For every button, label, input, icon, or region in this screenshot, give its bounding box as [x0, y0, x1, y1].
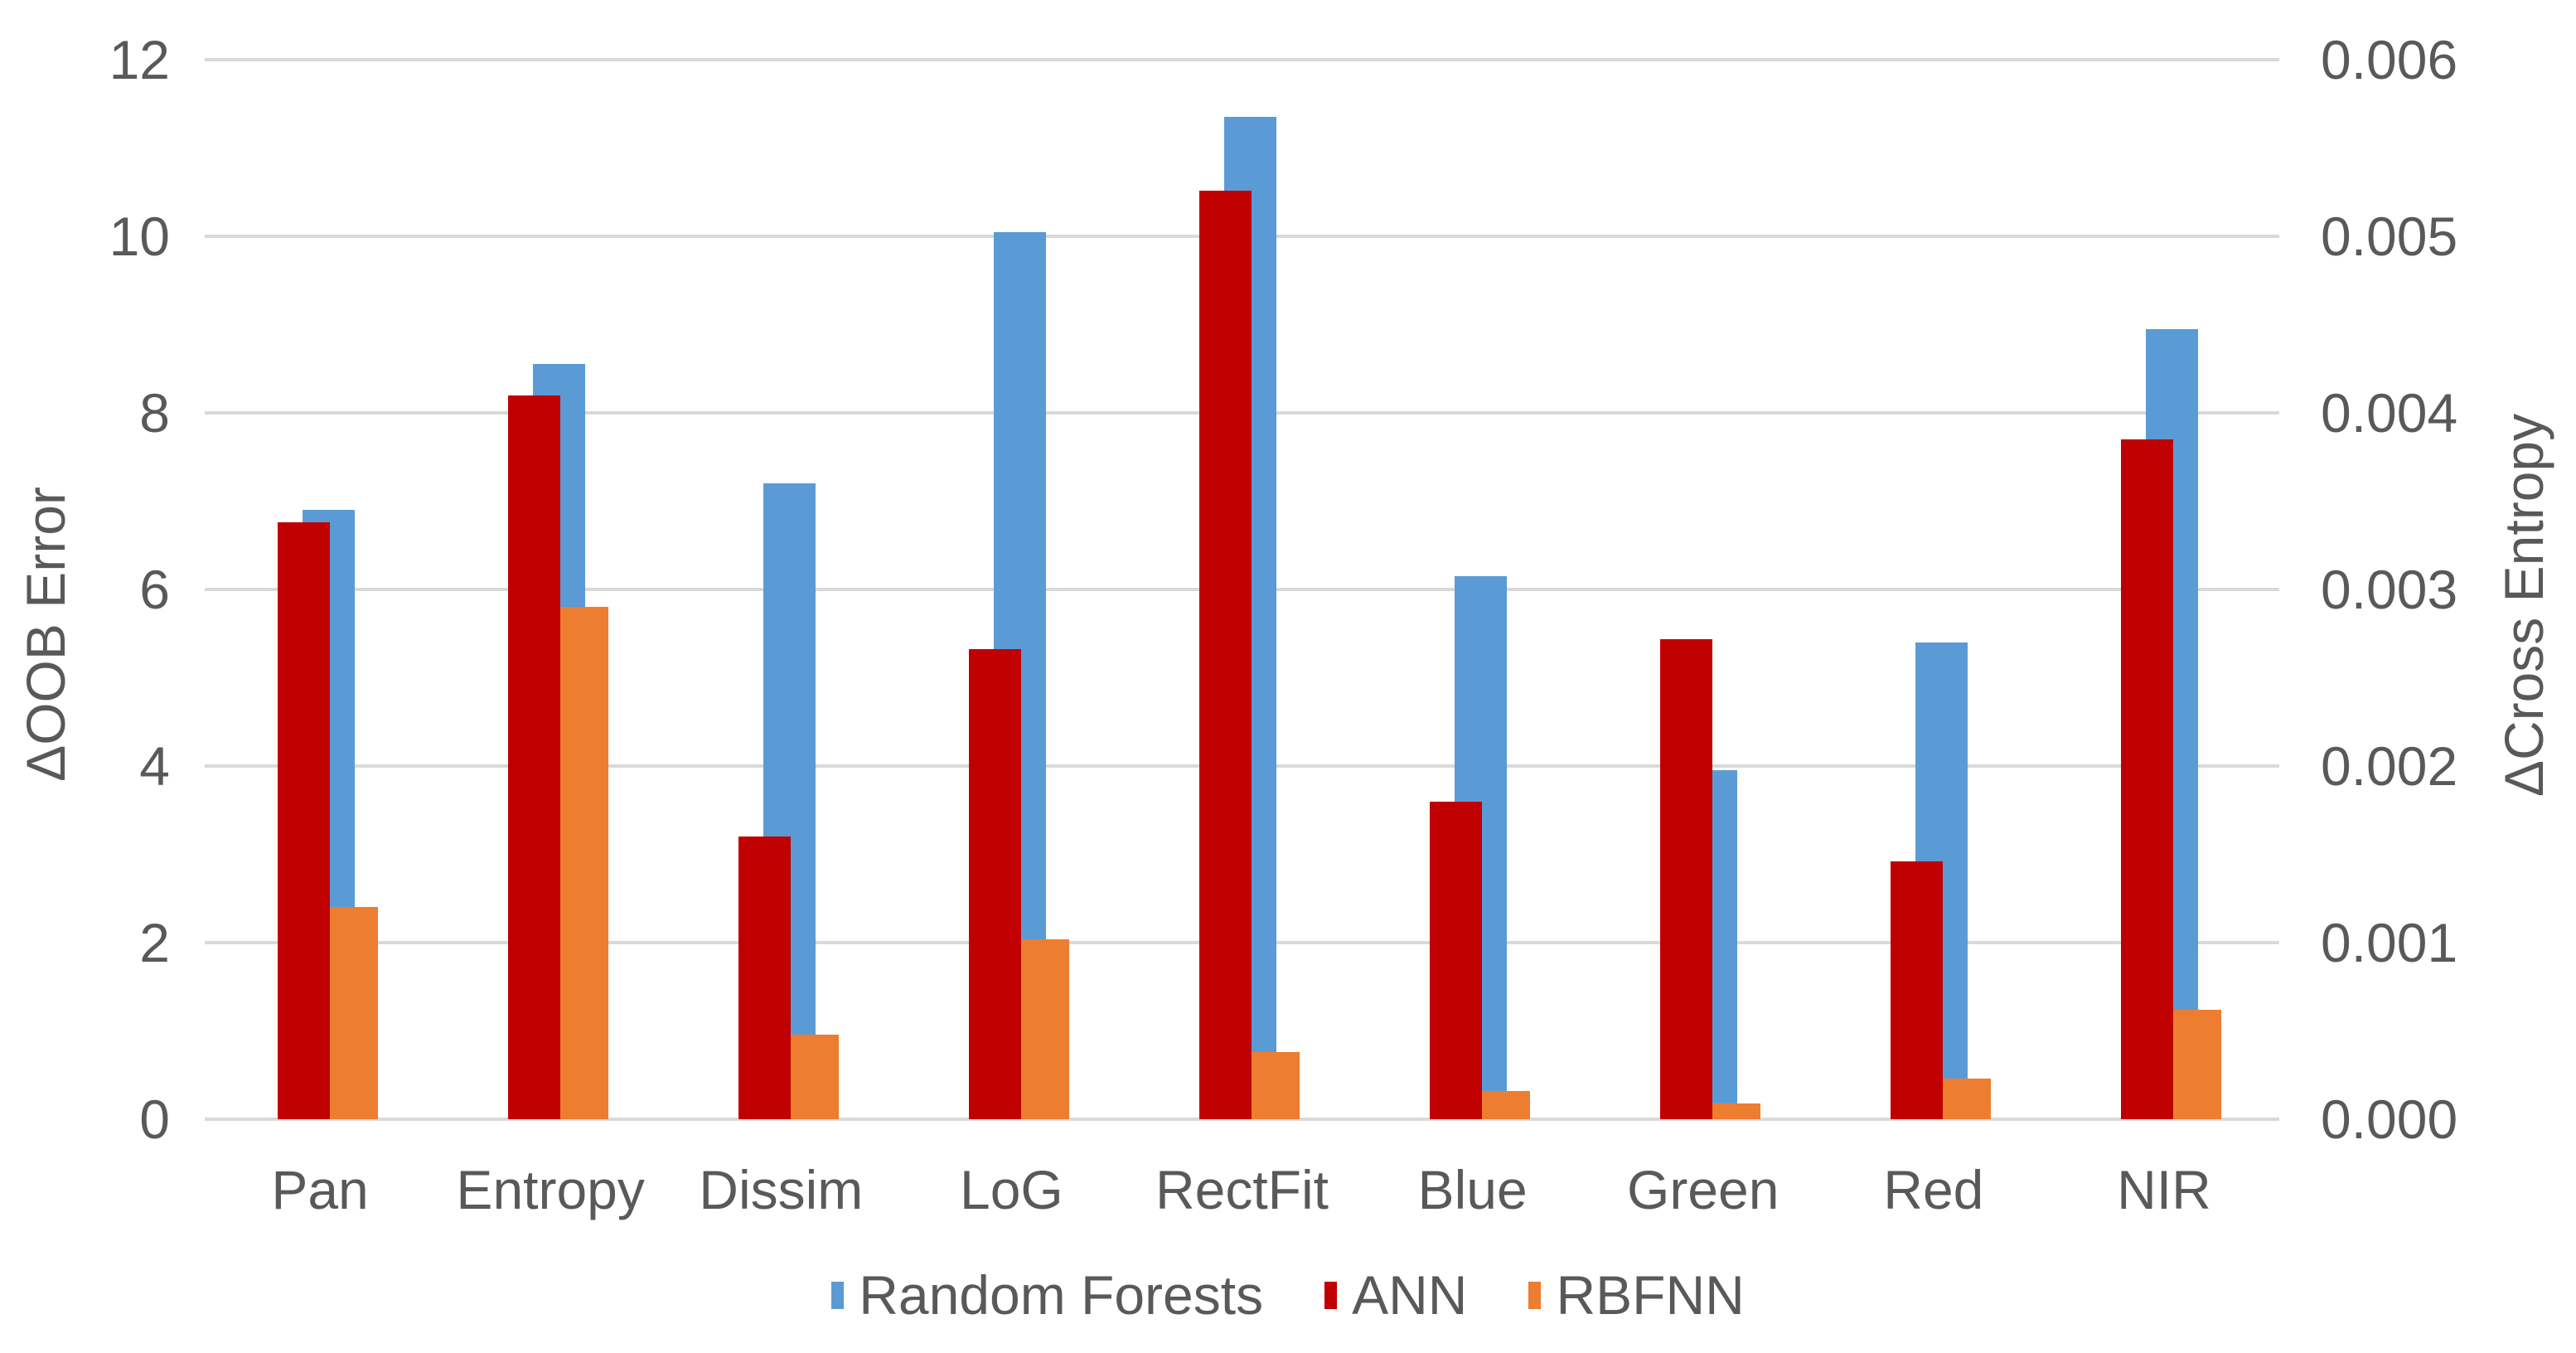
bar-rbfnn-entropy [556, 607, 608, 1119]
category-label-red: Red [1883, 1159, 1984, 1220]
bar-rbfnn-log [1017, 938, 1069, 1119]
legend: Random Forests ANN RBFNN [0, 1262, 2576, 1328]
category-label-pan: Pan [271, 1159, 369, 1220]
bar-group-nir [2048, 60, 2278, 1119]
category-axis-labels: Pan Entropy Dissim LoG RectFit Blue Green Red NI… [205, 1158, 2279, 1221]
bar-group-entropy [435, 60, 666, 1119]
legend-marker-icon [831, 1281, 845, 1309]
bar-group-dissim [666, 60, 896, 1119]
bar-group-pan [205, 60, 435, 1119]
bar-rbfnn-blue [1478, 1090, 1530, 1119]
bar-group-red [1818, 60, 2048, 1119]
plot-area [205, 58, 2279, 1121]
legend-item-random-forests: Random Forests [831, 1262, 1263, 1328]
bar-rbfnn-rectfit [1247, 1052, 1300, 1119]
legend-item-ann: ANN [1324, 1262, 1467, 1328]
bar-group-rectfit [1126, 60, 1357, 1119]
category-label-log: LoG [960, 1159, 1063, 1220]
gridline [205, 58, 2279, 61]
left-axis-tick: 12 [109, 29, 170, 90]
bar-ann-red [1891, 861, 1943, 1119]
bar-ann-nir [2121, 439, 2173, 1119]
bar-ann-dissim [738, 837, 791, 1119]
category-label-green: Green [1626, 1159, 1779, 1220]
category-label-dissim: Dissim [699, 1159, 864, 1220]
bar-rbfnn-pan [326, 907, 378, 1119]
right-axis-title: ΔCross Entropy [2493, 413, 2554, 798]
bar-ann-green [1660, 638, 1712, 1119]
bar-ann-pan [278, 522, 330, 1119]
right-axis-tick: 0.000 [2321, 1089, 2458, 1150]
right-axis-tick: 0.003 [2321, 559, 2458, 620]
legend-label: ANN [1352, 1264, 1468, 1326]
bar-rbfnn-nir [2169, 1009, 2221, 1119]
left-axis-tick: 4 [139, 735, 170, 797]
category-label-rectfit: RectFit [1155, 1159, 1329, 1220]
legend-label: Random Forests [859, 1264, 1264, 1326]
category-label-blue: Blue [1417, 1159, 1528, 1220]
bar-rbfnn-red [1939, 1079, 1991, 1119]
legend-item-rbfnn: RBFNN [1528, 1262, 1745, 1328]
right-axis-tick: 0.001 [2321, 912, 2458, 973]
bar-ann-rectfit [1199, 190, 1252, 1119]
right-axis-tick: 0.006 [2321, 29, 2458, 90]
bar-ann-blue [1430, 801, 1482, 1119]
gridline [205, 1118, 2279, 1121]
left-axis-tick: 2 [139, 912, 170, 973]
bar-ann-entropy [508, 395, 560, 1119]
bar-group-log [896, 60, 1126, 1119]
category-label-entropy: Entropy [456, 1159, 645, 1220]
bar-ann-log [969, 649, 1021, 1119]
legend-marker-icon [1528, 1281, 1542, 1309]
left-axis-tick: 6 [139, 559, 170, 620]
right-axis-tick: 0.002 [2321, 735, 2458, 797]
left-axis-tick: 10 [109, 206, 170, 267]
bar-rbfnn-green [1708, 1103, 1760, 1119]
right-axis-tick: 0.005 [2321, 206, 2458, 267]
right-axis-tick: 0.004 [2321, 382, 2458, 444]
legend-label: RBFNN [1556, 1264, 1745, 1326]
left-axis-tick: 0 [139, 1089, 170, 1150]
category-label-nir: NIR [2117, 1159, 2211, 1220]
bar-group-blue [1357, 60, 1587, 1119]
left-axis-tick: 8 [139, 382, 170, 444]
bar-rbfnn-dissim [787, 1034, 839, 1119]
bar-group-green [1587, 60, 1818, 1119]
legend-marker-icon [1324, 1281, 1338, 1309]
